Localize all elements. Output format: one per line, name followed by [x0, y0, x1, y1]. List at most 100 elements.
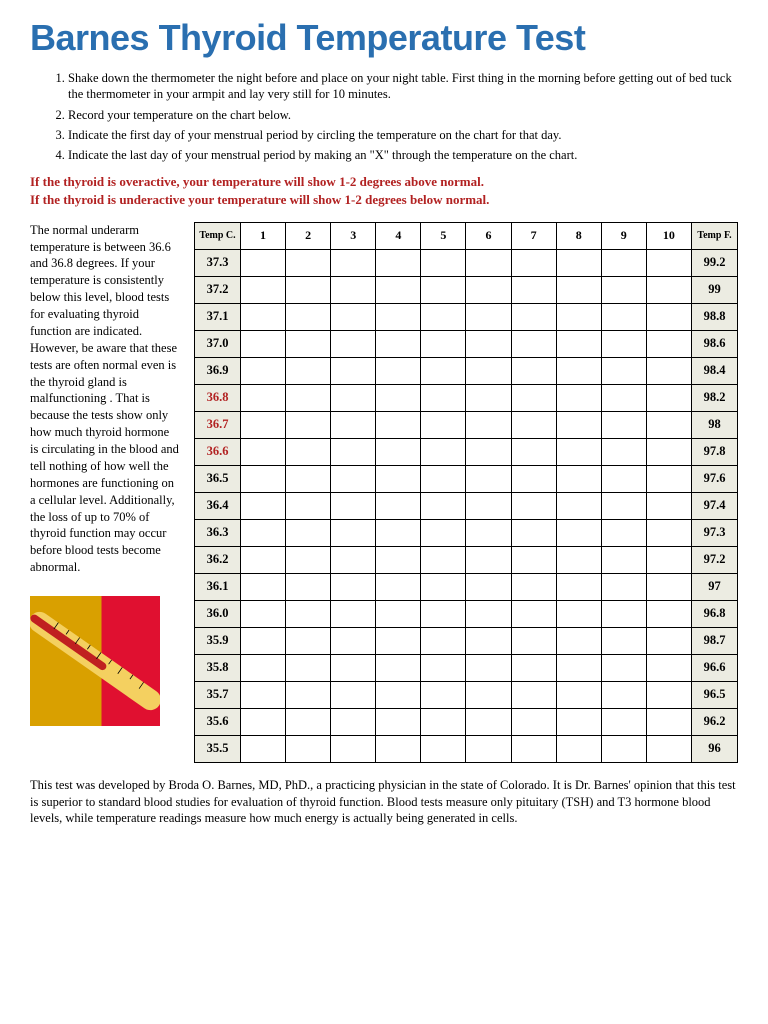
- table-row: 35.998.7: [195, 627, 738, 654]
- cell-temp-c: 36.5: [195, 465, 241, 492]
- cell-day: [331, 384, 376, 411]
- cell-temp-f: 97.4: [692, 492, 738, 519]
- cell-day: [421, 357, 466, 384]
- cell-day: [331, 411, 376, 438]
- cell-day: [286, 384, 331, 411]
- cell-day: [331, 330, 376, 357]
- table-row: 36.5 97.6: [195, 465, 738, 492]
- instruction-item: Record your temperature on the chart bel…: [68, 107, 738, 123]
- cell-day: [421, 276, 466, 303]
- chart-wrap: Temp C.12345678910Temp F. 37.399.237.299…: [194, 222, 738, 763]
- table-row: 36.397.3: [195, 519, 738, 546]
- cell-day: [556, 546, 601, 573]
- cell-day: [601, 411, 646, 438]
- cell-temp-c: 36.6: [195, 438, 241, 465]
- cell-day: [331, 492, 376, 519]
- cell-day: [376, 357, 421, 384]
- cell-day: [511, 357, 556, 384]
- cell-day: [286, 573, 331, 600]
- cell-temp-f: 96.6: [692, 654, 738, 681]
- table-row: 35.896.6: [195, 654, 738, 681]
- cell-day: [376, 411, 421, 438]
- cell-temp-f: 97: [692, 573, 738, 600]
- cell-day: [511, 519, 556, 546]
- cell-day: [241, 492, 286, 519]
- cell-day: [556, 330, 601, 357]
- cell-temp-f: 98.8: [692, 303, 738, 330]
- cell-day: [511, 654, 556, 681]
- cell-day: [331, 519, 376, 546]
- cell-day: [241, 708, 286, 735]
- cell-day: [556, 627, 601, 654]
- cell-day: [421, 627, 466, 654]
- cell-day: [646, 438, 691, 465]
- cell-temp-f: 97.3: [692, 519, 738, 546]
- cell-day: [646, 303, 691, 330]
- table-row: 36.497.4: [195, 492, 738, 519]
- cell-temp-c: 36.0: [195, 600, 241, 627]
- cell-day: [601, 384, 646, 411]
- cell-temp-f: 96: [692, 735, 738, 762]
- cell-day: [601, 654, 646, 681]
- cell-temp-c: 36.9: [195, 357, 241, 384]
- cell-day: [466, 735, 511, 762]
- cell-temp-c: 36.2: [195, 546, 241, 573]
- cell-day: [646, 276, 691, 303]
- cell-day: [511, 276, 556, 303]
- cell-day: [376, 546, 421, 573]
- table-row: 35.796.5: [195, 681, 738, 708]
- table-row: 35.596: [195, 735, 738, 762]
- cell-temp-c: 36.1: [195, 573, 241, 600]
- cell-day: [286, 654, 331, 681]
- cell-day: [646, 330, 691, 357]
- cell-day: [241, 438, 286, 465]
- cell-day: [511, 438, 556, 465]
- table-row: 36.1 97: [195, 573, 738, 600]
- cell-day: [421, 303, 466, 330]
- cell-temp-c: 35.6: [195, 708, 241, 735]
- cell-day: [286, 627, 331, 654]
- cell-day: [601, 303, 646, 330]
- cell-day: [466, 519, 511, 546]
- header-day: 7: [511, 222, 556, 249]
- cell-day: [286, 357, 331, 384]
- cell-day: [421, 573, 466, 600]
- cell-temp-f: 97.6: [692, 465, 738, 492]
- warning-line: If the thyroid is overactive, your tempe…: [30, 173, 738, 191]
- instruction-item: Indicate the last day of your menstrual …: [68, 147, 738, 163]
- cell-day: [466, 492, 511, 519]
- table-row: 36.998.4: [195, 357, 738, 384]
- cell-day: [331, 546, 376, 573]
- cell-day: [331, 249, 376, 276]
- cell-day: [376, 384, 421, 411]
- cell-day: [286, 600, 331, 627]
- cell-day: [421, 654, 466, 681]
- cell-day: [601, 681, 646, 708]
- cell-day: [556, 708, 601, 735]
- side-column: The normal underarm temperature is betwe…: [30, 222, 180, 726]
- cell-day: [241, 276, 286, 303]
- cell-day: [421, 411, 466, 438]
- cell-day: [286, 303, 331, 330]
- cell-day: [421, 384, 466, 411]
- cell-day: [466, 438, 511, 465]
- cell-day: [286, 519, 331, 546]
- cell-day: [511, 303, 556, 330]
- table-header-row: Temp C.12345678910Temp F.: [195, 222, 738, 249]
- cell-temp-f: 98: [692, 411, 738, 438]
- table-row: 37.399.2: [195, 249, 738, 276]
- cell-day: [376, 249, 421, 276]
- cell-day: [646, 249, 691, 276]
- cell-day: [331, 573, 376, 600]
- cell-day: [241, 654, 286, 681]
- cell-day: [556, 573, 601, 600]
- cell-day: [511, 330, 556, 357]
- cell-day: [646, 492, 691, 519]
- cell-day: [511, 384, 556, 411]
- cell-day: [421, 681, 466, 708]
- cell-day: [331, 357, 376, 384]
- cell-day: [646, 519, 691, 546]
- instruction-item: Shake down the thermometer the night bef…: [68, 70, 738, 103]
- cell-day: [331, 708, 376, 735]
- table-row: 35.696.2: [195, 708, 738, 735]
